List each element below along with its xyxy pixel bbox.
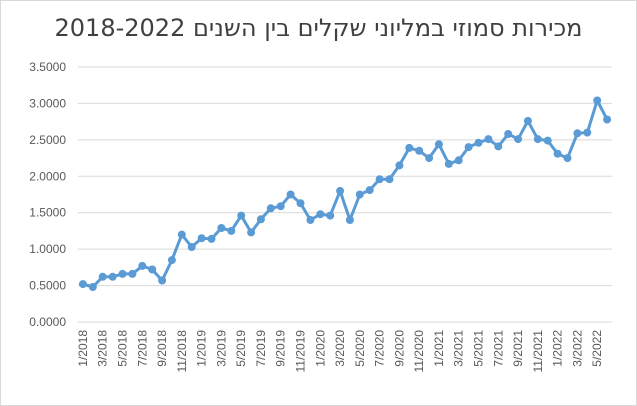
x-tick-label: 11/2019 — [294, 330, 308, 373]
data-point — [237, 211, 246, 220]
data-point — [385, 175, 394, 184]
data-point — [405, 143, 414, 152]
data-point — [266, 204, 275, 213]
data-point — [207, 234, 216, 243]
data-point — [128, 269, 137, 278]
data-point — [138, 261, 147, 270]
y-tick-label: 0.0000 — [29, 315, 66, 329]
x-tick-label: 7/2020 — [373, 330, 387, 367]
series-line — [81, 99, 609, 289]
gridlines — [78, 66, 612, 323]
x-tick-label: 3/2020 — [333, 330, 347, 367]
data-point — [573, 129, 582, 138]
data-point — [217, 224, 226, 232]
chart-title: מכירות סמוזי במליוני שקלים בין השנים 201… — [54, 14, 583, 42]
data-point — [316, 210, 325, 219]
x-axis-ticks: 1/2018 3/2018 5/2018 7/2018 9/2018 11/2018 1/2… — [76, 330, 604, 373]
x-tick-label: 3/2019 — [214, 330, 228, 367]
data-point — [197, 234, 206, 243]
data-point — [514, 135, 523, 144]
x-tick-label: 9/2018 — [155, 330, 169, 367]
data-point — [444, 159, 453, 168]
y-tick-label: 0.5000 — [29, 279, 66, 293]
data-point — [375, 175, 384, 184]
data-point — [227, 226, 236, 235]
data-point — [395, 161, 404, 170]
data-point — [286, 190, 295, 199]
data-point — [454, 156, 463, 165]
data-point — [296, 199, 305, 208]
x-tick-label: 7/2019 — [254, 330, 268, 367]
data-point — [484, 135, 493, 144]
x-tick-label: 1/2022 — [551, 330, 565, 367]
x-tick-label: 3/2018 — [96, 330, 110, 367]
data-point — [98, 272, 107, 281]
y-tick-label: 3.5000 — [29, 60, 66, 74]
data-point — [523, 116, 532, 125]
x-tick-label: 7/2018 — [135, 330, 149, 367]
data-point — [177, 230, 186, 239]
data-point — [434, 140, 443, 149]
data-point — [533, 135, 542, 144]
y-axis-ticks: 0.0000 0.5000 1.0000 1.5000 2.0000 2.5000 3.00… — [29, 60, 66, 329]
x-tick-label: 11/2021 — [531, 330, 545, 373]
y-tick-label: 2.5000 — [29, 133, 66, 147]
x-tick-label: 1/2019 — [195, 330, 209, 367]
y-tick-label: 1.5000 — [29, 206, 66, 220]
data-point — [583, 128, 592, 137]
x-tick-label: 1/2018 — [76, 330, 90, 367]
data-point — [504, 130, 513, 138]
data-point — [247, 228, 256, 237]
x-tick-label: 5/2019 — [234, 330, 248, 367]
data-point — [355, 190, 364, 199]
data-point — [494, 142, 503, 151]
data-point — [276, 202, 285, 211]
data-point — [158, 276, 167, 285]
data-point — [553, 149, 562, 158]
x-tick-label: 1/2021 — [432, 330, 446, 367]
data-point — [603, 115, 612, 124]
data-point — [336, 186, 345, 195]
data-point — [474, 138, 483, 147]
data-point — [88, 283, 97, 291]
data-point — [425, 154, 434, 163]
x-tick-label: 5/2018 — [116, 330, 130, 367]
y-tick-label: 3.0000 — [29, 96, 66, 110]
x-tick-label: 5/2022 — [590, 330, 604, 367]
x-tick-label: 9/2019 — [274, 330, 288, 367]
data-point — [78, 280, 87, 289]
data-point — [415, 146, 424, 155]
series-group — [78, 96, 612, 291]
x-tick-label: 7/2021 — [491, 330, 505, 367]
data-point — [306, 216, 315, 224]
data-point — [543, 136, 552, 145]
data-point — [365, 186, 374, 195]
y-tick-label: 2.0000 — [29, 169, 66, 183]
x-tick-label: 9/2021 — [511, 330, 525, 367]
data-point — [167, 256, 176, 265]
data-point — [118, 269, 127, 278]
x-tick-label: 11/2020 — [412, 330, 426, 373]
data-point — [593, 96, 602, 105]
data-point — [256, 215, 265, 224]
data-point — [148, 265, 157, 274]
y-tick-label: 1.0000 — [29, 242, 66, 256]
x-tick-label: 9/2020 — [392, 330, 406, 367]
x-tick-label: 5/2020 — [353, 330, 367, 367]
data-point — [345, 216, 354, 224]
data-point — [326, 211, 335, 220]
x-tick-label: 3/2022 — [570, 330, 584, 367]
data-point — [108, 272, 117, 281]
data-point — [187, 243, 196, 251]
x-tick-label: 1/2020 — [313, 330, 327, 367]
x-tick-label: 5/2021 — [472, 330, 486, 367]
data-point — [464, 143, 473, 152]
x-tick-label: 3/2021 — [452, 330, 466, 367]
data-point — [563, 154, 572, 163]
x-tick-label: 11/2018 — [175, 330, 189, 373]
